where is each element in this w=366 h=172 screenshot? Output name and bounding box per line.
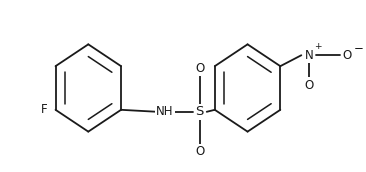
- Text: F: F: [41, 103, 48, 116]
- Text: O: O: [305, 78, 314, 92]
- Text: O: O: [195, 62, 204, 75]
- Text: O: O: [343, 49, 352, 62]
- Text: −: −: [354, 42, 364, 55]
- Text: O: O: [195, 145, 204, 158]
- Text: NH: NH: [156, 105, 174, 118]
- Text: +: +: [314, 42, 322, 51]
- Text: S: S: [195, 105, 204, 118]
- Text: N: N: [305, 49, 314, 62]
